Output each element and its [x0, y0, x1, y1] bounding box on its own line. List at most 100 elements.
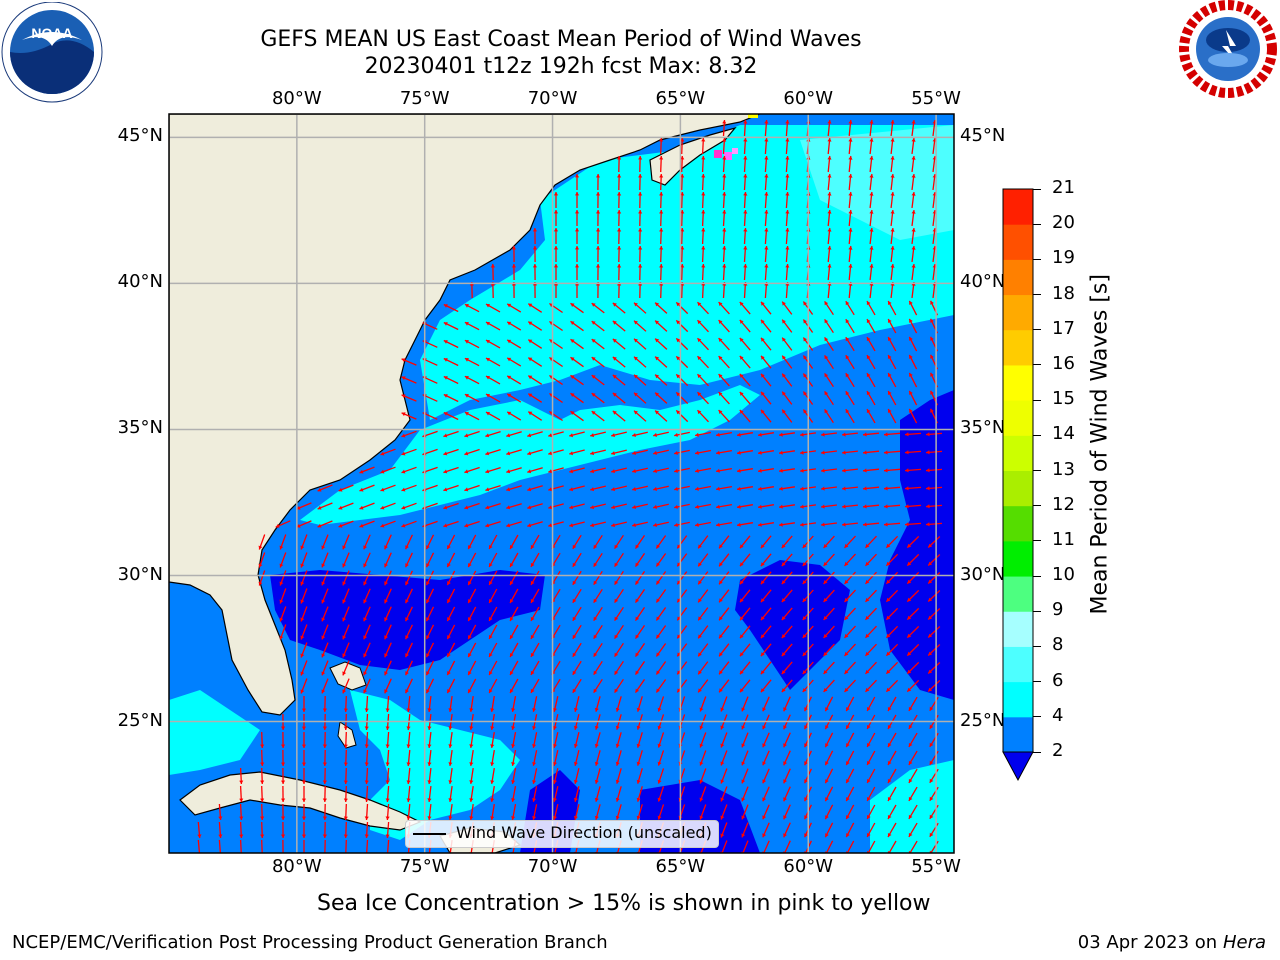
direction-arrowhead — [448, 780, 453, 784]
direction-arrowhead — [886, 651, 891, 656]
direction-arrowhead — [699, 725, 704, 730]
direction-arrowhead — [530, 580, 535, 585]
direction-arrowhead — [802, 598, 807, 603]
direction-arrowhead — [511, 780, 516, 784]
direction-arrowhead — [591, 393, 596, 397]
direction-arrowhead — [842, 468, 846, 473]
direction-arrowhead — [638, 192, 643, 196]
direction-arrowhead — [737, 504, 741, 509]
longitude-label-bottom: 70°W — [527, 856, 578, 877]
direction-arrowhead — [448, 744, 453, 748]
direction-arrowhead — [887, 797, 892, 801]
direction-arrowhead — [489, 653, 493, 658]
direction-arrowhead — [890, 228, 895, 232]
direction-arrowhead — [653, 432, 657, 437]
direction-arrowhead — [781, 616, 786, 621]
direction-arrowhead — [321, 689, 326, 694]
direction-arrowhead — [443, 376, 448, 380]
direction-arrowhead — [866, 409, 871, 414]
direction-arrowhead — [762, 797, 767, 802]
direction-arrowhead — [401, 505, 406, 510]
direction-arrowhead — [593, 634, 598, 639]
direction-arrowhead — [405, 581, 409, 586]
direction-arrowhead — [863, 504, 867, 509]
direction-arrowhead — [695, 432, 699, 437]
direction-arrowhead — [823, 652, 828, 656]
direction-arrowhead — [888, 318, 892, 323]
direction-arrowhead — [510, 689, 514, 693]
direction-arrowhead — [781, 544, 786, 549]
direction-arrowhead — [865, 615, 870, 620]
direction-arrowhead — [343, 780, 348, 784]
direction-arrowhead — [863, 432, 867, 437]
direction-arrowhead — [633, 392, 638, 397]
direction-arrowhead — [803, 373, 807, 378]
direction-arrowhead — [718, 338, 723, 342]
direction-arrowhead — [928, 597, 933, 602]
direction-arrowhead — [764, 210, 769, 214]
direction-arrowhead — [301, 816, 306, 820]
direction-arrowhead — [448, 708, 453, 712]
direction-arrowhead — [825, 779, 829, 784]
colorbar-tick-label: 9 — [1052, 599, 1064, 621]
direction-arrowhead — [907, 615, 912, 620]
direction-arrowhead — [322, 834, 327, 838]
direction-arrowhead — [842, 432, 846, 437]
direction-arrowhead — [279, 617, 284, 622]
colorbar-segment — [1003, 364, 1033, 401]
colorbar-tick-label: 12 — [1052, 493, 1075, 515]
direction-arrowhead — [846, 743, 850, 748]
direction-arrowhead — [612, 356, 617, 361]
longitude-label-top: 70°W — [527, 88, 578, 109]
direction-arrowhead — [846, 779, 850, 784]
direction-arrowhead — [507, 357, 512, 362]
direction-arrowhead — [405, 671, 409, 676]
legend-line-swatch — [413, 833, 446, 835]
direction-arrowhead — [888, 372, 892, 377]
direction-arrowhead — [655, 356, 660, 361]
direction-arrowhead — [737, 468, 741, 473]
direction-arrow — [721, 840, 728, 853]
direction-arrowhead — [632, 505, 636, 509]
direction-arrowhead — [701, 264, 706, 268]
direction-arrowhead — [385, 762, 390, 766]
direction-arrowhead — [426, 689, 430, 694]
direction-arrowhead — [781, 598, 786, 603]
direction-arrowhead — [300, 599, 305, 604]
direction-arrowhead — [821, 504, 825, 509]
direction-arrowhead — [743, 264, 748, 268]
direction-arrowhead — [677, 634, 681, 639]
direction-arrowhead — [887, 779, 892, 783]
direction-arrowhead — [827, 210, 832, 214]
direction-arrowhead — [569, 505, 574, 510]
direction-arrowhead — [848, 138, 853, 142]
direction-arrowhead — [338, 523, 343, 528]
direction-arrowhead — [674, 450, 678, 455]
direction-arrowhead — [573, 797, 578, 802]
direction-arrowhead — [802, 616, 807, 621]
direction-arrowhead — [718, 392, 723, 396]
direction-arrowhead — [907, 633, 912, 638]
direction-arrowhead — [846, 797, 850, 802]
direction-arrowhead — [573, 761, 578, 766]
direction-arrowhead — [888, 390, 892, 395]
direction-arrowhead — [614, 544, 619, 549]
direction-arrowhead — [594, 743, 599, 748]
direction-arrowhead — [908, 742, 913, 747]
direction-arrowhead — [655, 392, 660, 397]
direction-arrowhead — [785, 174, 790, 178]
latitude-label-left: 45°N — [117, 125, 163, 147]
direction-arrowhead — [844, 633, 849, 638]
direction-arrowhead — [701, 156, 706, 160]
direction-arrowhead — [511, 246, 516, 250]
direction-arrowhead — [657, 743, 662, 748]
direction-arrowhead — [548, 523, 553, 528]
direction-arrowhead — [827, 120, 832, 124]
direction-arrowhead — [614, 562, 619, 567]
direction-arrowhead — [611, 487, 615, 492]
direction-arrowhead — [884, 486, 888, 491]
direction-arrowhead — [359, 505, 364, 510]
direction-arrowhead — [511, 816, 516, 820]
land-north-america — [169, 114, 761, 716]
direction-arrowhead — [821, 450, 825, 455]
